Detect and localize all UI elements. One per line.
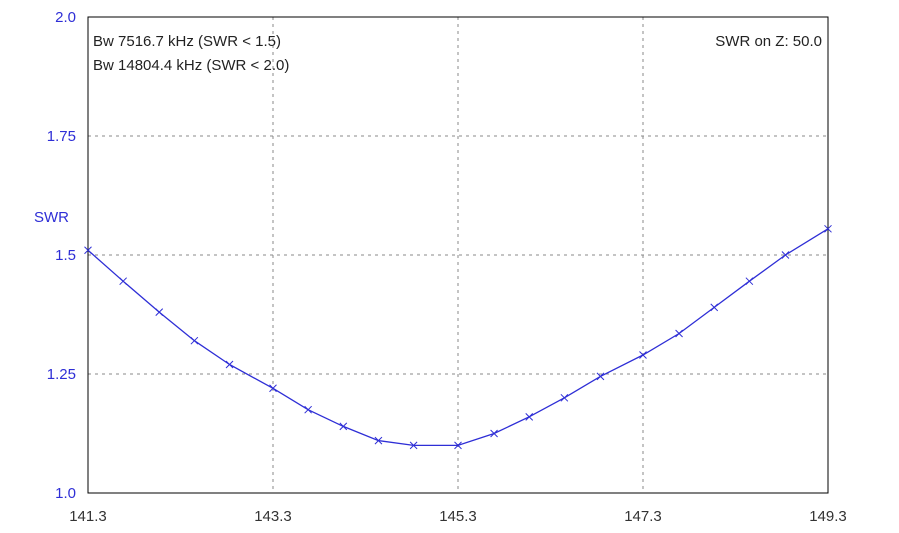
data-point-stroke [225,360,234,369]
y-axis-label: SWR [34,209,69,226]
data-point [454,441,462,450]
x-tick-label: 147.3 [624,508,662,525]
data-point [710,303,719,312]
bandwidth-swr-1.5: Bw 7516.7 kHz (SWR < 1.5) [93,33,281,50]
series-swr [84,224,832,450]
data-point [225,360,234,369]
data-point-stroke [745,277,754,286]
x-tick-labels: 141.3 143.3 145.3 147.3 149.3 [69,508,847,525]
y-tick-labels: 1.0 1.25 1.5 1.75 2.0 [47,9,76,502]
data-point [745,277,754,286]
y-tick-label: 1.0 [55,485,76,502]
data-point-stroke [560,393,569,402]
data-point [639,351,647,359]
data-point-stroke [155,308,164,316]
data-point [409,441,418,450]
data-point [155,308,164,316]
x-tick-label: 145.3 [439,508,477,525]
grid [88,17,828,493]
reference-impedance: SWR on Z: 50.0 [715,33,822,50]
data-point [190,336,199,345]
x-tick-label: 149.3 [809,508,847,525]
y-tick-label: 1.5 [55,247,76,264]
y-tick-label: 1.75 [47,128,76,145]
data-point-stroke [639,351,647,359]
data-point-stroke [824,224,832,233]
data-point [824,224,832,233]
data-point [269,384,277,393]
data-point [119,277,128,286]
data-point-stroke [84,246,92,255]
data-point-stroke [710,303,719,312]
data-point [374,436,383,445]
data-point-stroke [119,277,128,286]
data-point-stroke [304,405,313,414]
data-point-stroke [525,412,534,421]
bandwidth-swr-2.0: Bw 14804.4 kHz (SWR < 2.0) [93,57,289,74]
data-point-stroke [781,251,790,259]
plot-frame [87,16,829,494]
x-tick-label: 141.3 [69,508,107,525]
data-point-stroke [454,441,462,450]
data-point [560,393,569,402]
data-point-stroke [190,336,199,345]
x-tick-label: 143.3 [254,508,292,525]
data-point-stroke [675,329,683,338]
data-point-stroke [339,422,348,431]
data-point [596,372,605,381]
data-point-stroke [490,429,498,438]
series-line [87,228,829,447]
data-point-stroke [374,436,383,445]
data-point [781,251,790,259]
data-point-stroke [409,441,418,450]
data-point [339,422,348,431]
data-point [304,405,313,414]
data-point [490,429,498,438]
data-point-stroke [269,384,277,393]
data-point-stroke [596,372,605,381]
data-point [675,329,683,338]
data-point [525,412,534,421]
y-tick-label: 1.25 [47,366,76,383]
y-tick-label: 2.0 [55,9,76,26]
data-point [84,246,92,255]
